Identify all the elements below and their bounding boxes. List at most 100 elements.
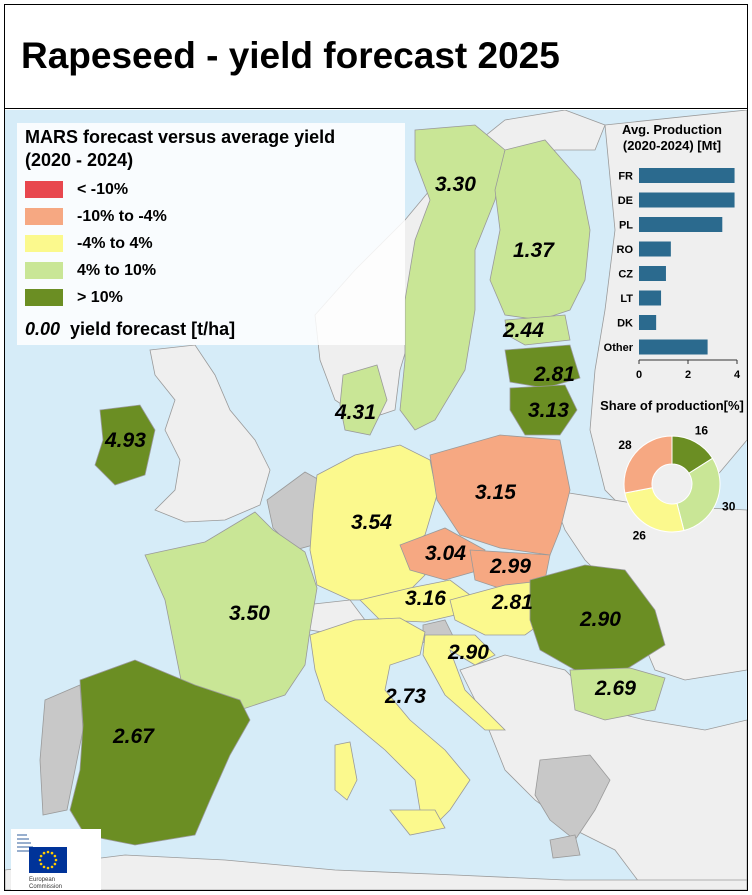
germany-region: [309, 444, 438, 601]
denmark-region: [339, 364, 388, 436]
donut-slice: [676, 457, 721, 532]
legend-swatch: [25, 181, 63, 198]
sicily-region: [389, 809, 446, 836]
legend-swatch: [25, 289, 63, 306]
eu-star-icon: [53, 854, 57, 858]
production-bar-chart: Avg. Production (2020-2024) [Mt] FR DE PL R…: [604, 122, 741, 381]
map-frame: Rapeseed - yield forecast 2025: [4, 4, 748, 891]
donut-title: Share of production[%]: [600, 398, 744, 413]
value-czechia: 3.04: [425, 542, 466, 565]
legend-value-label: yield forecast [t/ha]: [70, 319, 236, 339]
bar-label-ro: RO: [617, 244, 634, 256]
bar-pl: [639, 217, 723, 232]
value-croatia: 2.90: [448, 641, 489, 664]
bar-fr: [639, 168, 735, 183]
legend-swatch: [25, 235, 63, 252]
legend: MARS forecast versus average yield (2020…: [17, 123, 405, 345]
eu-star-icon: [46, 850, 50, 854]
value-france: 3.50: [229, 602, 270, 625]
legend-value-example: 0.00: [25, 319, 61, 339]
logo-line1: European: [29, 877, 55, 883]
cyprus-region: [549, 834, 581, 859]
value-ireland: 4.93: [105, 429, 146, 452]
value-slovakia: 2.99: [490, 555, 531, 578]
bar-de: [639, 192, 735, 208]
value-spain: 2.67: [113, 725, 154, 748]
value-bulgaria: 2.69: [595, 677, 636, 700]
legend-label: 4% to 10%: [77, 262, 157, 279]
lithuania-region: [509, 384, 578, 436]
donut-slice: [623, 435, 673, 494]
value-denmark: 4.31: [335, 401, 376, 424]
bulgaria-region: [569, 667, 666, 721]
x-tick-label: 2: [685, 369, 691, 381]
value-germany: 3.54: [351, 511, 392, 534]
legend-label: > 10%: [77, 289, 123, 306]
russia-region: [589, 110, 747, 531]
eu-star-icon: [39, 854, 43, 858]
bar-label-lt: LT: [620, 293, 633, 305]
legend-swatch: [25, 208, 63, 225]
value-sweden: 3.30: [435, 173, 476, 196]
eu-star-icon: [54, 858, 58, 862]
x-tick-label: 0: [636, 369, 642, 381]
donut-slice: [624, 487, 685, 533]
bar-lt: [639, 290, 662, 306]
romania-region: [529, 564, 666, 671]
legend-title: MARS forecast versus average yield (2020…: [25, 126, 405, 172]
bar-ro: [639, 241, 671, 257]
ireland-region: [94, 404, 156, 486]
eu-star-icon: [42, 865, 46, 869]
bar-label-fr: FR: [618, 171, 633, 183]
bar-label-de: DE: [618, 195, 633, 207]
legend-title-line2: (2020 - 2024): [25, 150, 134, 170]
latvia-region: [504, 344, 581, 389]
bar-other: [639, 339, 708, 355]
legend-value-key: 0.00 yield forecast [t/ha]: [25, 319, 235, 340]
legend-swatch: [25, 262, 63, 279]
africa-region: [5, 854, 747, 890]
spain-region: [69, 659, 251, 846]
estonia-region: [504, 314, 571, 346]
bar-label-pl: PL: [619, 220, 633, 232]
title-bar: Rapeseed - yield forecast 2025: [5, 5, 747, 109]
donut-slice-label: 26: [633, 529, 647, 543]
value-estonia: 2.44: [503, 319, 544, 342]
croatia-region: [422, 634, 506, 731]
france-region: [144, 511, 318, 711]
bar-cz: [639, 266, 666, 281]
european-commission-logo: European Commission: [11, 829, 101, 890]
bar-dk: [639, 315, 657, 330]
italy-region: [309, 617, 471, 831]
bar-label-cz: CZ: [618, 269, 633, 281]
value-poland: 3.15: [475, 481, 516, 504]
value-austria: 3.16: [405, 587, 446, 610]
eu-star-icon: [38, 858, 42, 862]
legend-title-line1: MARS forecast versus average yield: [25, 127, 336, 147]
bar-chart-title-line2: (2020-2024) [Mt]: [623, 138, 721, 153]
donut-slice-label: 28: [618, 438, 632, 452]
legend-label: -4% to 4%: [77, 235, 153, 252]
bar-chart-title-line1: Avg. Production: [622, 122, 722, 137]
poland-region: [429, 434, 571, 556]
value-latvia: 2.81: [534, 363, 575, 386]
eu-star-icon: [46, 866, 50, 870]
eu-star-icon: [50, 865, 54, 869]
production-share-donut: Share of production[%] 16 30 26 28: [600, 398, 744, 543]
value-hungary: 2.81: [492, 591, 533, 614]
donut-slice-label: 30: [722, 499, 736, 513]
value-italy: 2.73: [385, 685, 426, 708]
bar-label-dk: DK: [617, 318, 633, 330]
value-romania: 2.90: [580, 608, 621, 631]
value-finland: 1.37: [513, 239, 554, 262]
finland-region: [489, 139, 591, 321]
eu-star-icon: [39, 862, 43, 866]
logo-line2: Commission: [29, 884, 62, 890]
eu-star-icon: [42, 851, 46, 855]
eu-star-icon: [53, 862, 57, 866]
eu-star-icon: [50, 851, 54, 855]
value-lithuania: 3.13: [528, 399, 569, 422]
sardinia-region: [334, 741, 358, 801]
uk-region: [149, 344, 271, 523]
x-tick-label: 4: [734, 369, 741, 381]
